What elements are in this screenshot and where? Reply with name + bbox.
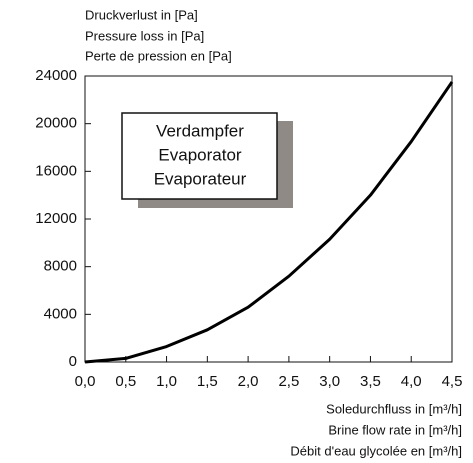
x-tick-label: 2,0 xyxy=(238,373,259,390)
y-tick-label: 20000 xyxy=(35,115,77,132)
annotation-text: Evaporator xyxy=(158,145,241,164)
y-tick-label: 0 xyxy=(69,353,77,370)
x-tick-label: 1,0 xyxy=(156,373,177,390)
y-tick-label: 4000 xyxy=(44,305,77,322)
y-axis-label: Pressure loss in [Pa] xyxy=(85,28,204,43)
y-tick-label: 8000 xyxy=(44,258,77,275)
y-axis-label: Druckverlust in [Pa] xyxy=(85,7,198,22)
line xyxy=(84,81,454,364)
x-tick-label: 2,5 xyxy=(278,373,299,390)
x-tick-label: 1,5 xyxy=(197,373,218,390)
y-tick-label: 12000 xyxy=(35,210,77,227)
x-axis-label: Débit d'eau glycolée en [m³/h] xyxy=(290,443,462,458)
x-axis-label: Brine flow rate in [m³/h] xyxy=(328,422,462,437)
x-tick-label: 4,0 xyxy=(401,373,422,390)
x-tick-label: 0,0 xyxy=(75,373,96,390)
x-tick-label: 4,5 xyxy=(442,373,463,390)
y-tick-label: 24000 xyxy=(35,67,77,84)
y-tick-label: 16000 xyxy=(35,162,77,179)
x-axis-label: Soledurchfluss in [m³/h] xyxy=(326,401,462,416)
annotation-box xyxy=(121,112,278,200)
annotation-text: Evaporateur xyxy=(154,169,247,188)
annotation-text: Verdampfer xyxy=(156,121,244,140)
x-tick-label: 3,0 xyxy=(319,373,340,390)
x-tick-label: 0,5 xyxy=(115,373,136,390)
y-axis-label: Perte de pression en [Pa] xyxy=(85,48,232,63)
x-tick-label: 3,5 xyxy=(360,373,381,390)
